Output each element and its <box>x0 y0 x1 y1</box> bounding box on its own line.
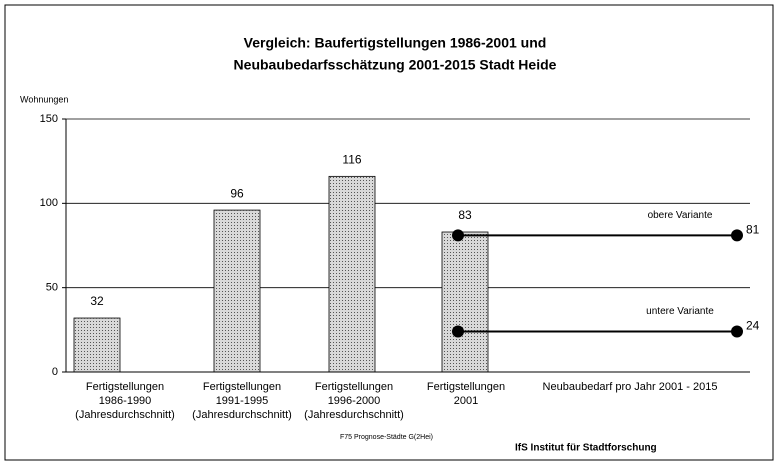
footer-source: IfS Institut für Stadtforschung <box>515 443 657 454</box>
variant-dot <box>452 325 464 338</box>
variant-dot <box>731 325 743 338</box>
x-tick-label: 1986-1990 <box>99 395 152 407</box>
x-tick-label: (Jahresdurchschnitt) <box>75 409 175 421</box>
y-tick-label: 0 <box>52 366 58 378</box>
variant-dot <box>452 229 464 242</box>
chart-title: Vergleich: Baufertigstellungen 1986-2001… <box>244 35 547 51</box>
y-tick-label: 50 <box>46 282 58 294</box>
x-tick-label: Fertigstellungen <box>203 381 281 393</box>
data-label: 32 <box>90 294 104 308</box>
bar-texture <box>74 318 120 372</box>
variant-dot <box>731 229 743 242</box>
x-tick-label: (Jahresdurchschnitt) <box>192 409 292 421</box>
bar-texture <box>214 210 260 372</box>
x-tick-label: Neubaubedarf pro Jahr 2001 - 2015 <box>543 381 718 393</box>
data-label: 96 <box>230 186 244 200</box>
x-tick-label: Fertigstellungen <box>86 381 164 393</box>
frame <box>4 4 774 461</box>
x-tick-label: Fertigstellungen <box>427 381 505 393</box>
data-label: 116 <box>342 153 361 167</box>
y-tick-label: 100 <box>40 197 58 209</box>
variant-value: 24 <box>746 319 760 333</box>
x-tick-label: 1996-2000 <box>328 395 381 407</box>
footer-note: F75 Prognose-Städte G(2Hei) <box>340 434 433 441</box>
variant-value: 81 <box>746 223 760 237</box>
data-label: 83 <box>458 208 472 222</box>
chart-title: Neubaubedarfsschätzung 2001-2015 Stadt H… <box>234 57 557 73</box>
x-tick-label: 1991-1995 <box>216 395 269 407</box>
y-axis-label: Wohnungen <box>20 94 68 104</box>
x-tick-label: Fertigstellungen <box>315 381 393 393</box>
y-tick-label: 150 <box>40 113 58 125</box>
x-tick-label: (Jahresdurchschnitt) <box>304 409 404 421</box>
variant-name: untere Variante <box>646 306 714 317</box>
x-tick-label: 2001 <box>454 395 478 407</box>
bar-texture <box>329 176 375 372</box>
bar-texture <box>442 232 488 372</box>
variant-name: obere Variante <box>648 210 713 221</box>
